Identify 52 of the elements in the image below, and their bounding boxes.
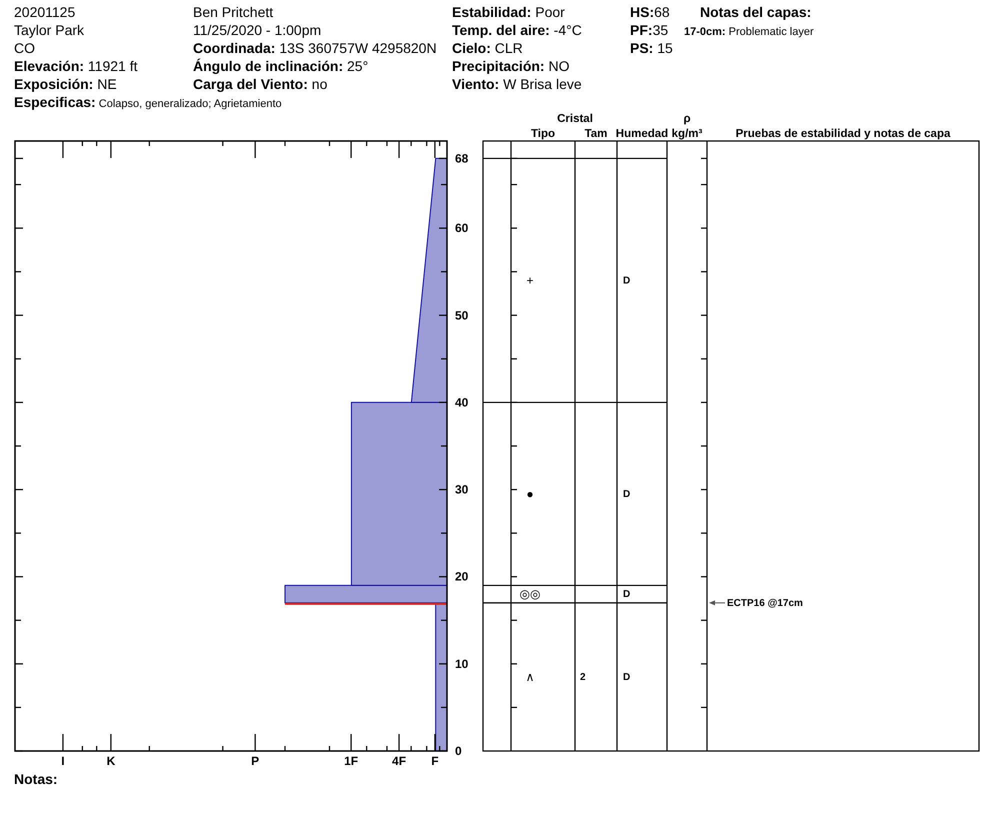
text: 4F [392,754,406,768]
text: 17-0cm: Problematic layer [684,26,814,38]
text: HS:68 [630,4,670,20]
text: 20201125 [14,4,76,20]
category-label: Tipo [530,128,556,140]
text: PS: 15 [630,40,674,56]
text: Temp. del aire: -4°C [452,22,582,38]
y-tick-label: 60 [455,221,469,236]
text: Cielo: CLR [452,40,523,56]
y-tick-label: 20 [455,570,469,584]
text: F [431,754,439,768]
y-tick-label: 50 [455,308,469,322]
text: D [623,488,630,500]
text: K [106,754,116,768]
y-tick-label: 40 [455,395,469,410]
text: Especificas: Colapso, generalizado; Agrietamiento [14,94,282,110]
y-tick-label: 30 [455,482,469,497]
text: + [526,273,534,288]
text: CO [14,40,36,56]
text: Elevación: 11921 ft [14,58,138,74]
text: Ángulo de inclinación: 25° [193,58,368,74]
text: Estabilidad: Poor [452,4,566,20]
text: ∧ [526,670,534,684]
category-label: ρ kg/m³ [672,113,703,140]
text: D [623,588,630,600]
text: ECTP16 @17cm [727,597,804,608]
text: Carga del Viento: no [193,76,328,92]
y-tick-label: 68 [455,151,469,166]
text: 1F [344,754,358,768]
y-tick-label: 0 [455,744,462,758]
text: D [623,671,630,682]
text: Notas del capas: [700,4,812,20]
category-label: Tam [584,128,608,140]
text: 2 [580,671,586,682]
text: D [623,274,630,286]
y-tick-label: 10 [455,656,469,671]
text: Precipitación: NO [452,58,570,74]
text: 11/25/2020 - 1:00pm [193,22,322,38]
text: ● [526,486,534,501]
text: I [61,754,65,768]
text: Viento: W Brisa leve [452,76,582,92]
text: ◎◎ [520,587,540,602]
text: Ben Pritchett [193,4,274,20]
text: P [251,754,260,768]
category-label: Pruebas de estabilidad y notas de capa [736,128,951,140]
text: Exposición: NE [14,76,117,92]
text: Taylor Park [14,22,86,38]
text: Cristal [557,113,593,125]
category-label: Humedad [616,128,668,140]
text: Notas: [14,771,58,787]
text: Coordinada: 13S 360757W 4295820N [193,40,437,56]
text: PF:35 [630,22,668,38]
